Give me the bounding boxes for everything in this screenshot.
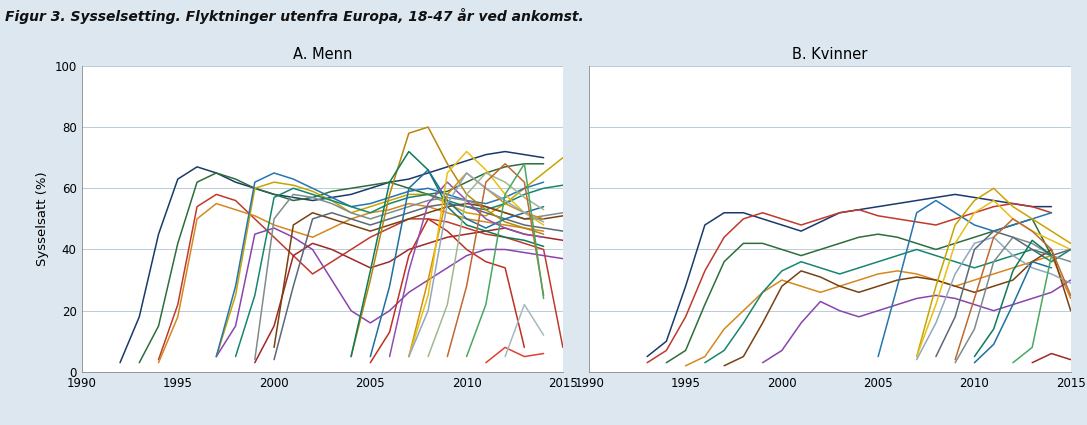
Y-axis label: Sysselsatt (%): Sysselsatt (%) (36, 172, 49, 266)
Title: A. Menn: A. Menn (292, 47, 352, 62)
Text: Figur 3. Sysselsetting. Flyktninger utenfra Europa, 18-47 år ved ankomst.: Figur 3. Sysselsetting. Flyktninger uten… (5, 8, 584, 25)
Title: B. Kvinner: B. Kvinner (792, 47, 867, 62)
